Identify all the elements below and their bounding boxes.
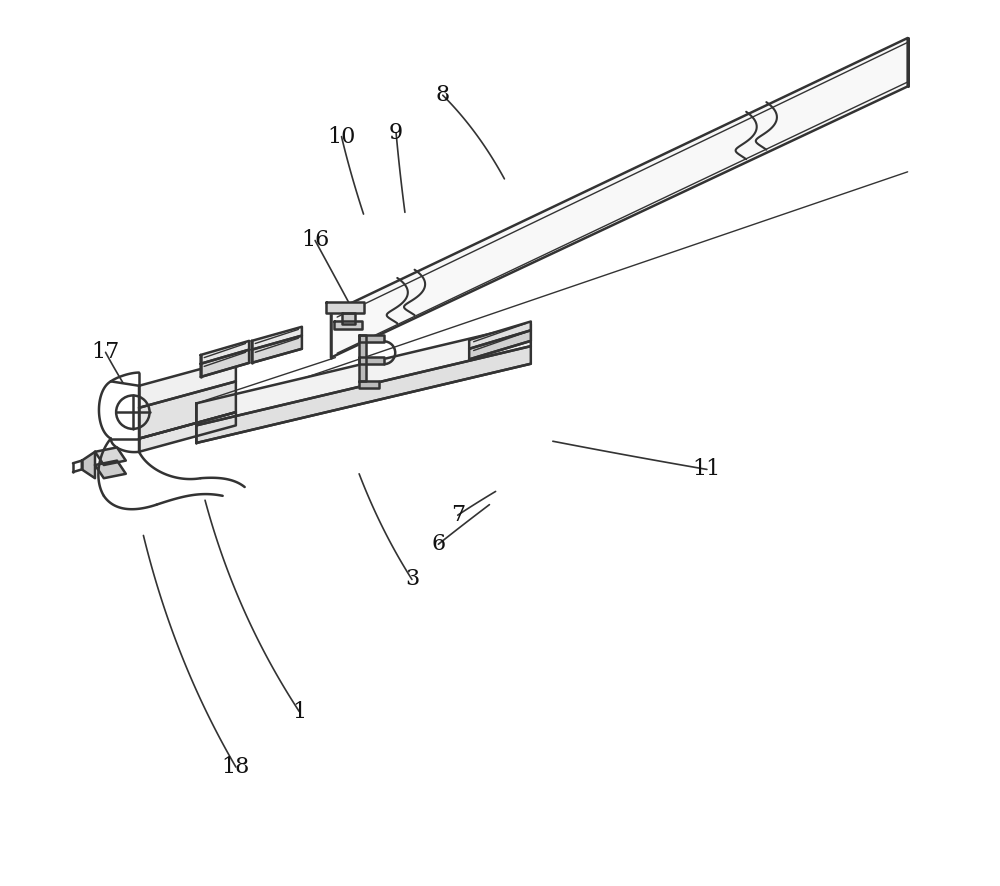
- Polygon shape: [359, 357, 384, 364]
- Polygon shape: [82, 452, 95, 478]
- Polygon shape: [139, 381, 236, 439]
- Text: 16: 16: [301, 229, 329, 252]
- Polygon shape: [201, 350, 249, 377]
- Text: 7: 7: [451, 504, 465, 526]
- Polygon shape: [196, 346, 531, 443]
- Polygon shape: [359, 335, 384, 342]
- Text: 1: 1: [292, 701, 306, 723]
- Text: 18: 18: [222, 756, 250, 778]
- Polygon shape: [334, 322, 362, 329]
- Polygon shape: [359, 381, 379, 388]
- Polygon shape: [201, 341, 249, 364]
- Polygon shape: [326, 302, 364, 313]
- Polygon shape: [342, 313, 355, 324]
- Text: 11: 11: [693, 458, 721, 480]
- Polygon shape: [331, 38, 908, 358]
- Polygon shape: [252, 327, 302, 350]
- Text: 10: 10: [327, 126, 356, 148]
- Text: 8: 8: [436, 84, 450, 106]
- Polygon shape: [252, 336, 302, 363]
- Polygon shape: [359, 335, 366, 381]
- Text: 17: 17: [91, 341, 120, 363]
- Text: 6: 6: [431, 533, 445, 556]
- Polygon shape: [95, 447, 126, 465]
- Text: 3: 3: [405, 569, 419, 590]
- Polygon shape: [139, 412, 236, 452]
- Text: 9: 9: [389, 122, 403, 144]
- Polygon shape: [95, 461, 126, 478]
- Polygon shape: [139, 360, 236, 408]
- Polygon shape: [196, 324, 531, 425]
- Polygon shape: [469, 330, 531, 360]
- Polygon shape: [469, 322, 531, 349]
